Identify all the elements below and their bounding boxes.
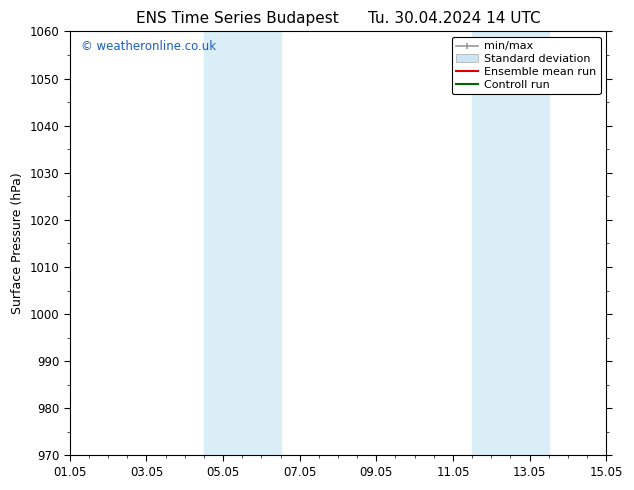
Bar: [472, 31, 549, 456]
Bar: [204, 31, 281, 456]
Legend: min/max, Standard deviation, Ensemble mean run, Controll run: min/max, Standard deviation, Ensemble me…: [452, 37, 600, 94]
Y-axis label: Surface Pressure (hPa): Surface Pressure (hPa): [11, 172, 24, 314]
Title: ENS Time Series Budapest      Tu. 30.04.2024 14 UTC: ENS Time Series Budapest Tu. 30.04.2024 …: [136, 11, 540, 26]
Text: © weatheronline.co.uk: © weatheronline.co.uk: [81, 40, 216, 53]
